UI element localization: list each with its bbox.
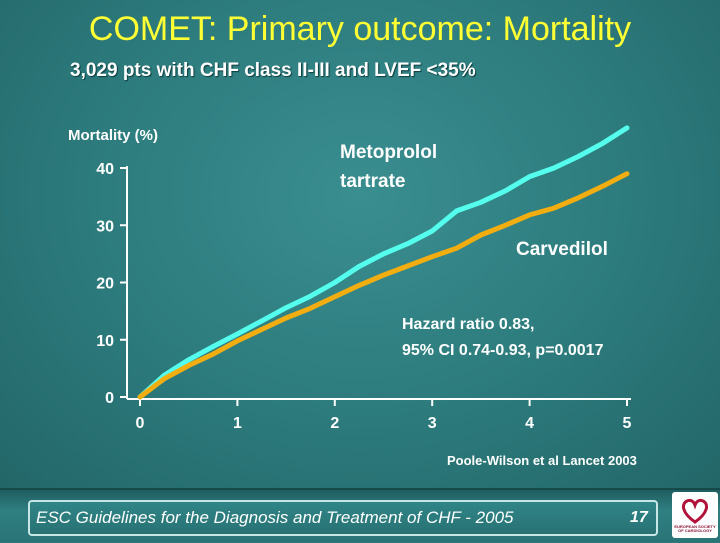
x-tick-label: 2 [330,415,339,432]
x-tick-label: 5 [623,415,632,432]
footer-bar [28,500,658,536]
y-tick-label: 10 [96,333,114,350]
slide-background [0,0,720,488]
y-axis-label: Mortality (%) [68,127,158,144]
metoprolol-label-line1: Metoprolol [340,142,437,163]
carvedilol-label: Carvedilol [516,239,608,260]
y-tick-label: 20 [96,276,114,293]
x-tick-label: 3 [428,415,437,432]
x-tick-label: 4 [525,415,534,432]
footer-text: ESC Guidelines for the Diagnosis and Tre… [36,508,514,527]
metoprolol-label-line2: tartrate [340,171,405,192]
page-number: 17 [630,509,648,526]
hazard-ratio-text: Hazard ratio 0.83, [402,316,535,333]
slide-title: COMET: Primary outcome: Mortality [88,10,632,48]
chart-series [137,125,630,400]
mortality-chart: 0 10 20 30 40 0 1 2 3 4 5 Mortality (%) Metoprolol… [68,125,637,468]
y-tick-label: 40 [96,161,114,178]
y-tick-label: 30 [96,218,114,235]
x-tick-label: 0 [136,415,145,432]
metoprolol-series-line [137,125,630,400]
x-tick-label: 1 [233,415,242,432]
confidence-interval-text: 95% CI 0.74-0.93, p=0.0017 [402,342,604,359]
carvedilol-series-line [137,171,630,400]
logo-text: EUROPEAN SOCIETY OF CARDIOLOGY [674,524,716,533]
citation: Poole-Wilson et al Lancet 2003 [447,453,637,468]
chart-axes: 0 10 20 30 40 0 1 2 3 4 5 [96,161,631,432]
y-tick-label: 0 [105,390,114,407]
heart-icon [681,498,709,524]
slide-subtitle: 3,029 pts with CHF class II-III and LVEF… [70,60,476,81]
esc-logo: EUROPEAN SOCIETY OF CARDIOLOGY [672,492,718,538]
